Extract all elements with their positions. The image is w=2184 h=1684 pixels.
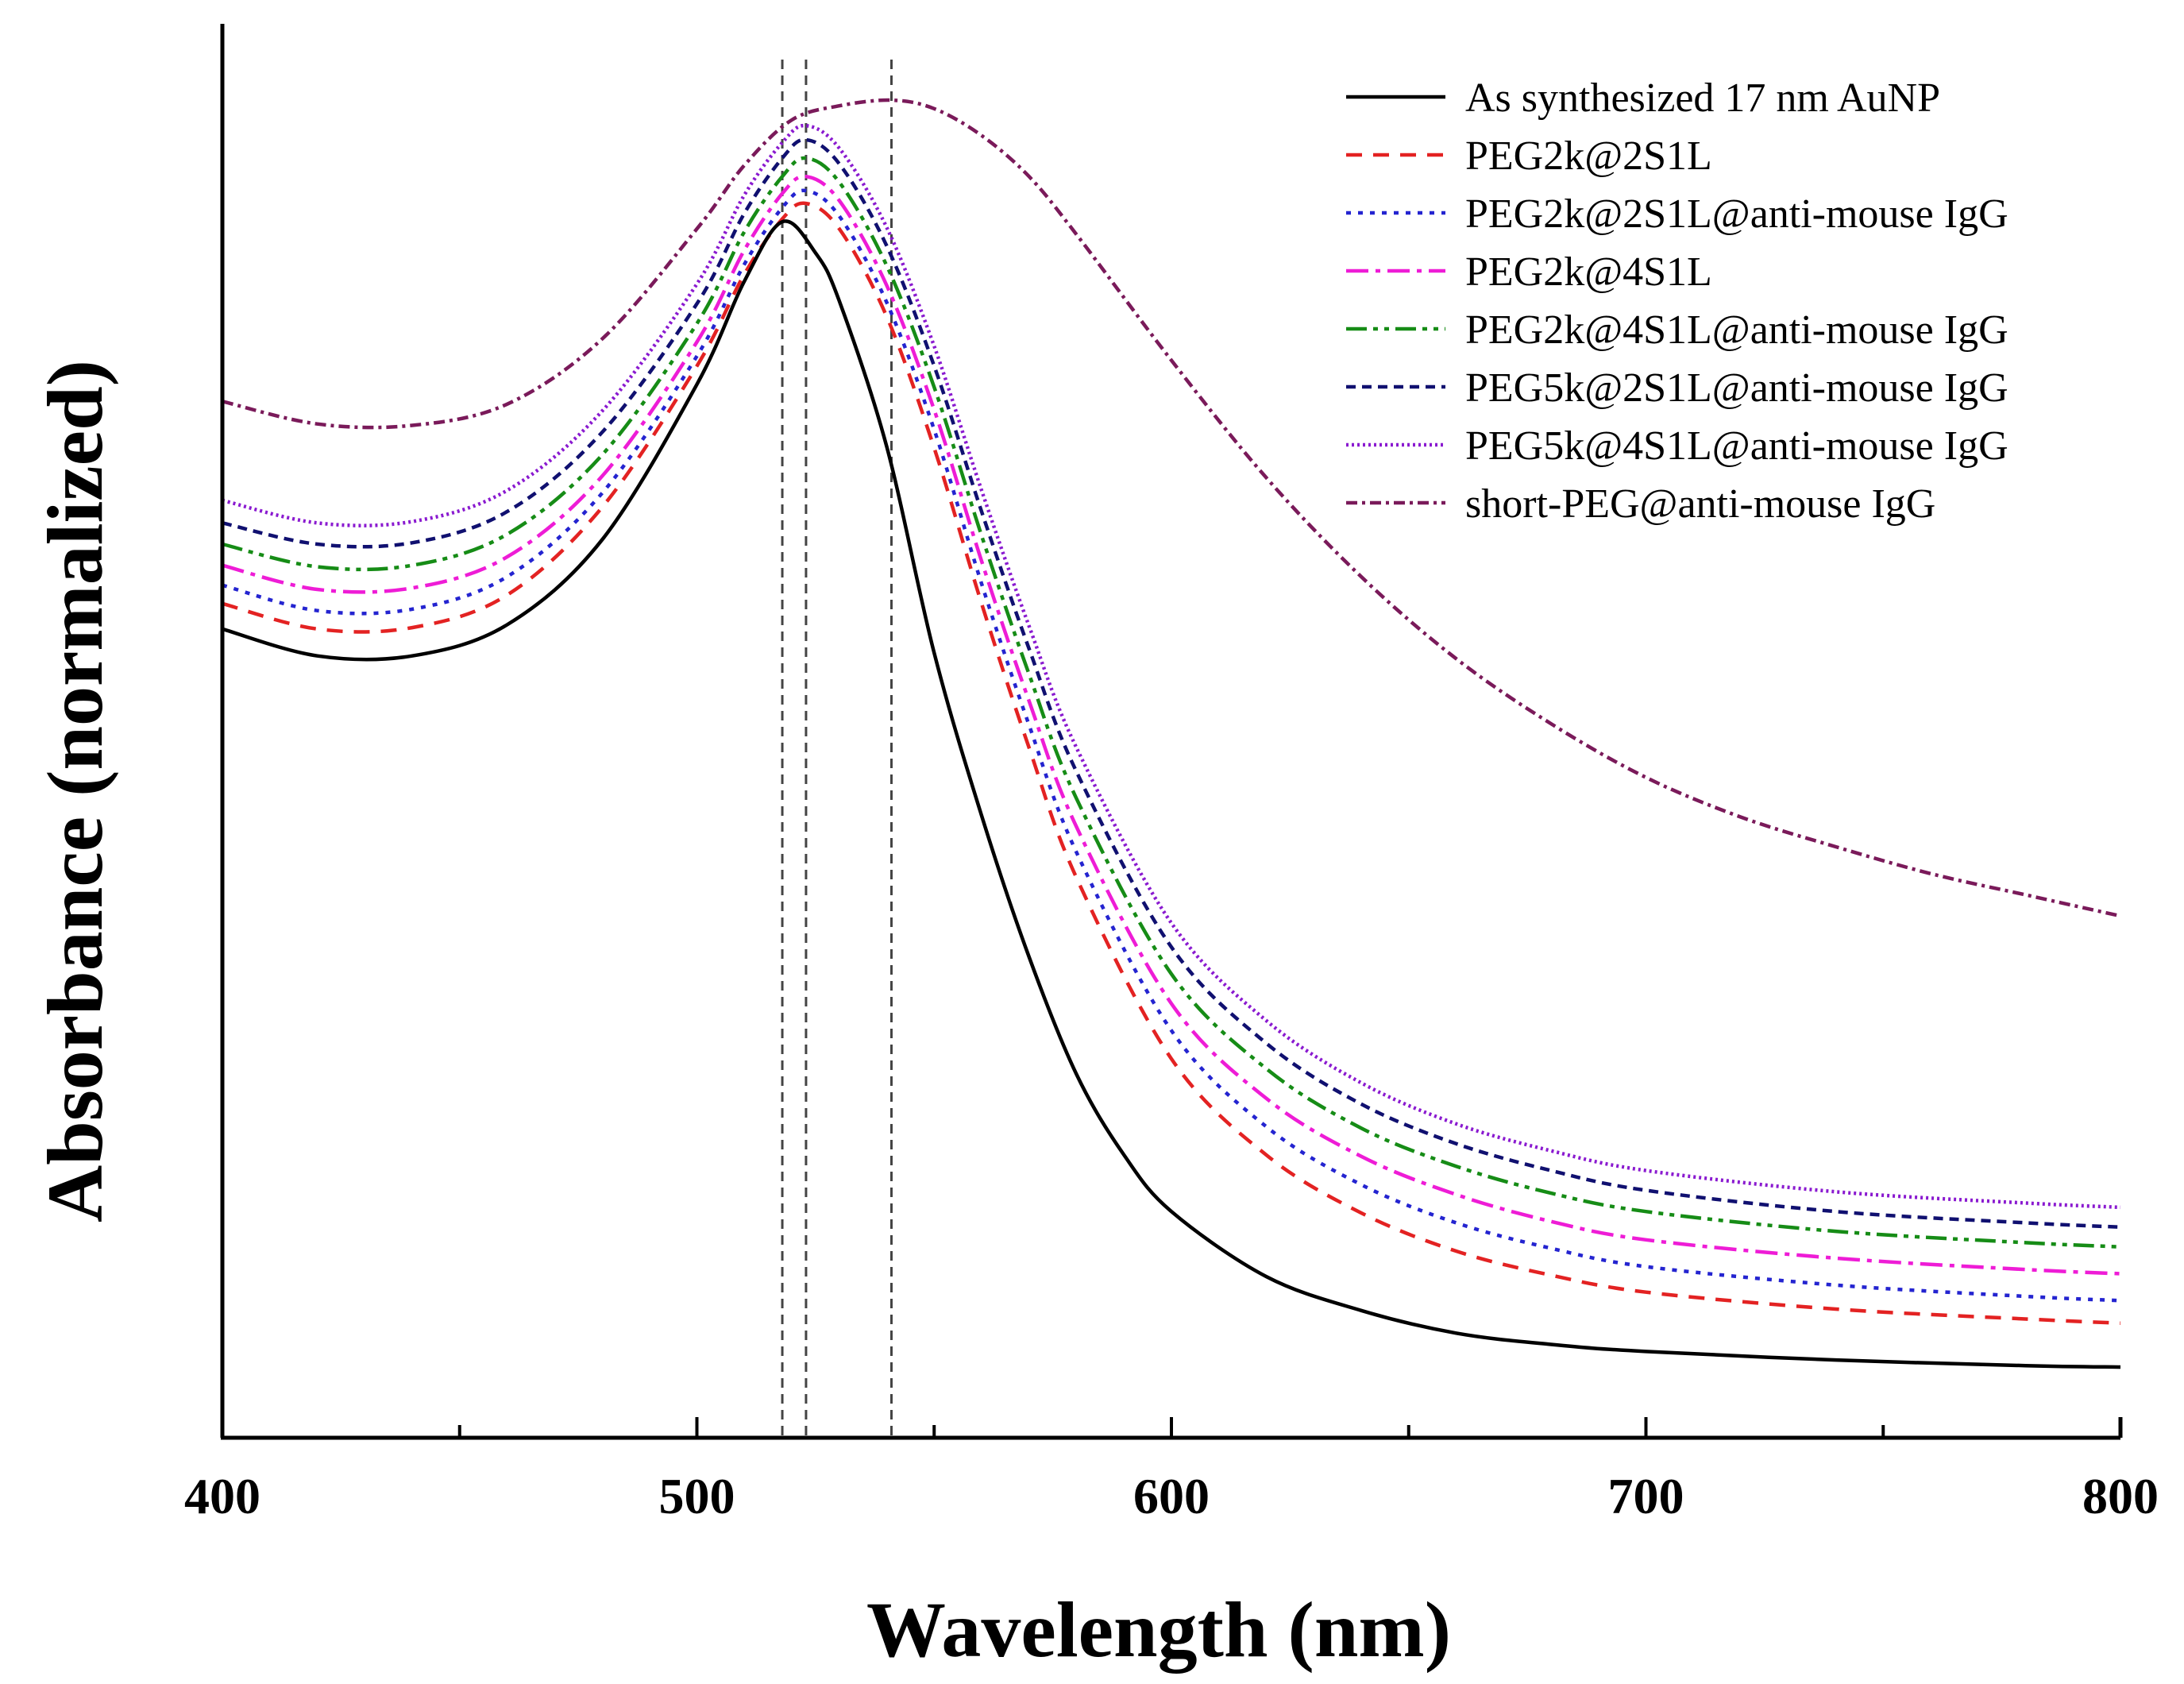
series-line-2 bbox=[222, 188, 2121, 1303]
legend-label-7: short-PEG@anti-mouse IgG bbox=[1465, 481, 1935, 527]
series-line-7 bbox=[222, 98, 2121, 918]
legend-label-4: PEG2k@4S1L@anti-mouse IgG bbox=[1465, 307, 2008, 353]
legend-label-0: As synthesized 17 nm AuNP bbox=[1465, 75, 1940, 121]
x-tick-label-800: 800 bbox=[2082, 1468, 2159, 1524]
x-tick-label-700: 700 bbox=[1608, 1468, 1684, 1524]
plot-area bbox=[222, 60, 2121, 1438]
legend-label-5: PEG5k@2S1L@anti-mouse IgG bbox=[1465, 365, 2008, 411]
legend-label-3: PEG2k@4S1L bbox=[1465, 249, 1712, 295]
legend-label-2: PEG2k@2S1L@anti-mouse IgG bbox=[1465, 191, 2008, 237]
axes: 400 500 600 700 800 bbox=[184, 24, 2159, 1524]
x-axis-title: Wavelength (nm) bbox=[866, 1586, 1451, 1674]
legend-label-1: PEG2k@2S1L bbox=[1465, 133, 1712, 179]
x-tick-label-400: 400 bbox=[184, 1468, 260, 1524]
legend-label-6: PEG5k@4S1L@anti-mouse IgG bbox=[1465, 423, 2008, 469]
y-axis-title: Absorbance (normalized) bbox=[31, 360, 119, 1222]
x-tick-label-600: 600 bbox=[1133, 1468, 1210, 1524]
series-line-4 bbox=[222, 156, 2121, 1249]
series-line-5 bbox=[222, 137, 2121, 1230]
series-line-0 bbox=[222, 219, 2121, 1369]
series-line-3 bbox=[222, 174, 2121, 1276]
series-line-1 bbox=[222, 201, 2121, 1326]
series-line-6 bbox=[222, 123, 2121, 1210]
legend: As synthesized 17 nm AuNP PEG2k@2S1L PEG2k… bbox=[1346, 75, 2008, 527]
x-tick-label-500: 500 bbox=[659, 1468, 735, 1524]
